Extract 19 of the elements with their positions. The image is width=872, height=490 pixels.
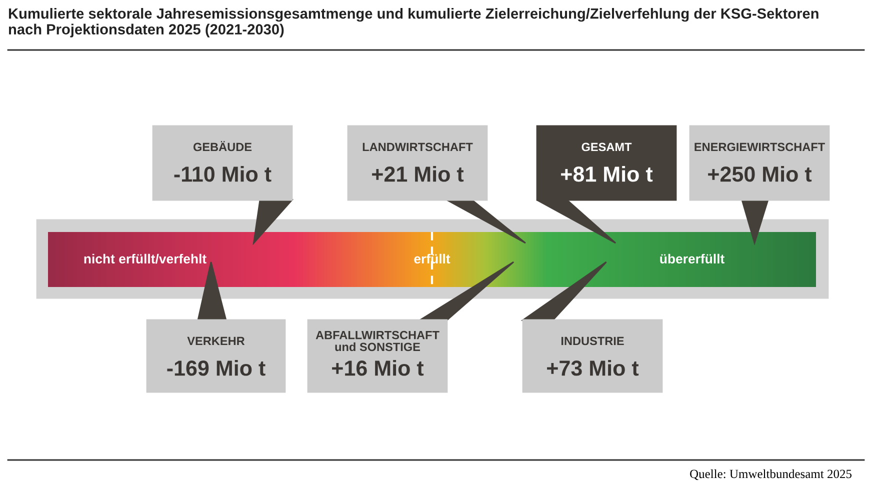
data-label: -110 Mio t — [174, 166, 272, 182]
data-label: +81 Mio t — [561, 166, 653, 182]
category-label: GEBÄUDE — [193, 140, 252, 152]
category-label: LANDWIRTSCHAFT — [362, 142, 473, 152]
category-label: ENERGIEWIRTSCHAFT — [694, 142, 825, 152]
text: Kumulierte sektorale Jahresemissionsgesamtmenge und kumulierte Zielerreichung/Zielverfehlung der KSG-Sektoren nach Projektionsdaten 2025 (2021-2030) — [8, 8, 818, 38]
category-label: ABFALLWIRTSCHAFT und SONSTIGE — [316, 330, 440, 352]
source-note: Quelle: Umweltbundesamt 2025 — [690, 469, 852, 480]
text: erfüllt — [414, 254, 450, 264]
data-label: +250 Mio t — [708, 166, 812, 182]
data-label: -169 Mio t — [167, 360, 266, 376]
category-label: GESAMT — [582, 142, 632, 152]
category-label: INDUSTRIE — [561, 336, 624, 346]
category-label: VERKEHR — [187, 336, 245, 346]
text: übererfüllt — [660, 254, 724, 264]
data-label: +73 Mio t — [547, 360, 639, 376]
text: nicht erfüllt/verfehlt — [84, 254, 206, 264]
data-label: +21 Mio t — [372, 166, 464, 182]
data-label: +16 Mio t — [332, 360, 424, 376]
